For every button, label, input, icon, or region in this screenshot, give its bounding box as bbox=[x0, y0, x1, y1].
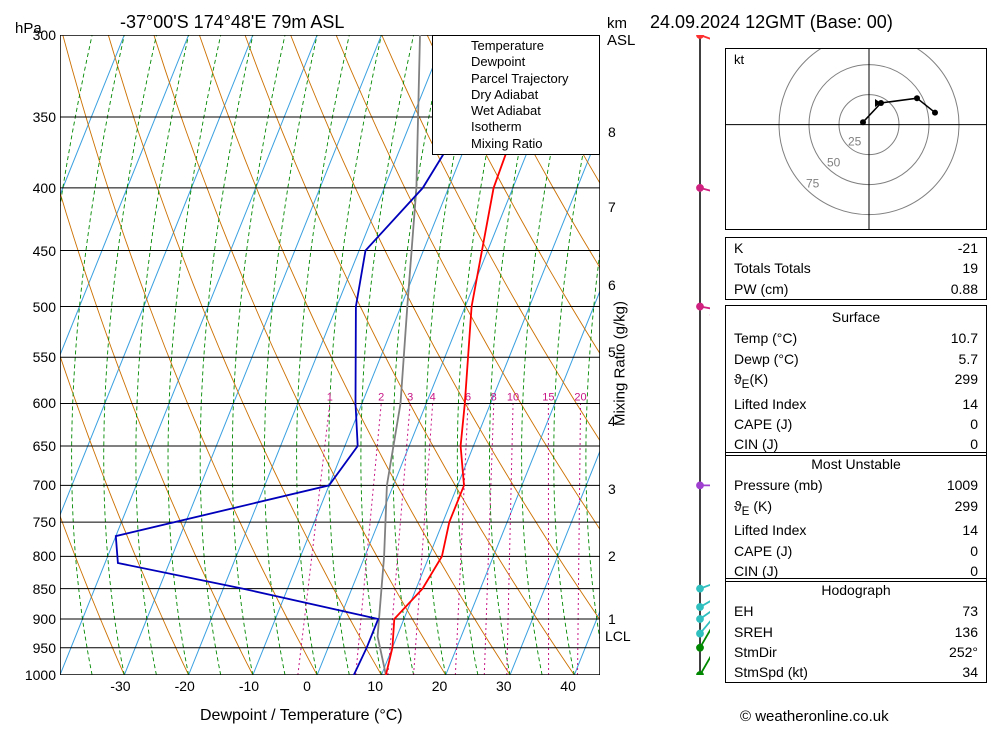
svg-text:25: 25 bbox=[848, 135, 862, 149]
table-label: ϑE (K) bbox=[734, 496, 928, 521]
table-label: Dewp (°C) bbox=[734, 349, 928, 369]
table-label: SREH bbox=[734, 622, 928, 642]
legend-label: Parcel Trajectory bbox=[471, 71, 569, 87]
table-value: 73 bbox=[928, 601, 978, 621]
table-row: CAPE (J) 0 bbox=[726, 541, 986, 561]
svg-text:50: 50 bbox=[827, 156, 841, 170]
table-row: EH 73 bbox=[726, 601, 986, 621]
table-label: CAPE (J) bbox=[734, 541, 928, 561]
legend-label: Temperature bbox=[471, 38, 544, 54]
legend-label: Isotherm bbox=[471, 119, 522, 135]
legend-label: Dry Adiabat bbox=[471, 87, 538, 103]
table-row: Pressure (mb) 1009 bbox=[726, 475, 986, 495]
location-title: -37°00'S 174°48'E 79m ASL bbox=[120, 12, 344, 33]
indices-table: K -21 Totals Totals 19 PW (cm) 0.88 bbox=[725, 237, 987, 300]
yaxis-right-label-line2: ASL bbox=[607, 32, 635, 49]
legend-row: Temperature bbox=[437, 38, 595, 54]
table-header: Surface bbox=[726, 306, 986, 328]
table-row: CAPE (J) 0 bbox=[726, 414, 986, 434]
table-value: 5.7 bbox=[928, 349, 978, 369]
svg-text:3: 3 bbox=[407, 391, 413, 403]
table-row: Totals Totals 19 bbox=[726, 258, 986, 278]
skewt-chart: 12346810152025 Temperature Dewpoint Parc… bbox=[60, 35, 600, 675]
legend-row: Dewpoint bbox=[437, 54, 595, 70]
datetime-title: 24.09.2024 12GMT (Base: 00) bbox=[650, 12, 893, 33]
svg-text:10: 10 bbox=[507, 391, 519, 403]
table-label: StmSpd (kt) bbox=[734, 662, 928, 682]
table-value: 0 bbox=[928, 541, 978, 561]
table-value: 0 bbox=[928, 414, 978, 434]
table-row: ϑE (K) 299 bbox=[726, 496, 986, 521]
table-label: Lifted Index bbox=[734, 520, 928, 540]
legend-row: Dry Adiabat bbox=[437, 87, 595, 103]
legend-label: Mixing Ratio bbox=[471, 136, 543, 152]
table-value: 299 bbox=[928, 369, 978, 394]
table-row: StmDir 252° bbox=[726, 642, 986, 662]
legend-label: Wet Adiabat bbox=[471, 103, 541, 119]
table-row: ϑE(K) 299 bbox=[726, 369, 986, 394]
legend-row: Wet Adiabat bbox=[437, 103, 595, 119]
table-value: 34 bbox=[928, 662, 978, 682]
table-label: CAPE (J) bbox=[734, 414, 928, 434]
most-unstable-table: Most Unstable Pressure (mb) 1009 ϑE (K) … bbox=[725, 452, 987, 582]
svg-text:75: 75 bbox=[806, 177, 820, 191]
table-row: K -21 bbox=[726, 238, 986, 258]
surface-table: Surface Temp (°C) 10.7 Dewp (°C) 5.7 ϑE(… bbox=[725, 305, 987, 456]
table-row: Temp (°C) 10.7 bbox=[726, 328, 986, 348]
table-label: K bbox=[734, 238, 928, 258]
table-label: Totals Totals bbox=[734, 258, 928, 278]
table-value: 136 bbox=[928, 622, 978, 642]
legend-row: Isotherm bbox=[437, 119, 595, 135]
table-header: Most Unstable bbox=[726, 453, 986, 475]
table-row: Lifted Index 14 bbox=[726, 520, 986, 540]
svg-text:8: 8 bbox=[491, 391, 497, 403]
table-value: 299 bbox=[928, 496, 978, 521]
table-row: StmSpd (kt) 34 bbox=[726, 662, 986, 682]
wind-barb-column bbox=[650, 35, 710, 675]
hodograph-unit-label: kt bbox=[734, 52, 744, 67]
hodograph-table: Hodograph EH 73 SREH 136 StmDir 252° Stm… bbox=[725, 578, 987, 683]
table-label: Lifted Index bbox=[734, 394, 928, 414]
legend-row: Mixing Ratio bbox=[437, 136, 595, 152]
table-label: EH bbox=[734, 601, 928, 621]
xaxis-label: Dewpoint / Temperature (°C) bbox=[200, 707, 403, 725]
table-value: 19 bbox=[928, 258, 978, 278]
svg-text:4: 4 bbox=[430, 391, 436, 403]
legend-row: Parcel Trajectory bbox=[437, 71, 595, 87]
table-label: Temp (°C) bbox=[734, 328, 928, 348]
table-label: StmDir bbox=[734, 642, 928, 662]
table-value: 14 bbox=[928, 520, 978, 540]
table-row: SREH 136 bbox=[726, 622, 986, 642]
hodograph-panel: kt 25 50 75 bbox=[725, 48, 987, 230]
svg-text:20: 20 bbox=[574, 391, 586, 403]
table-value: 14 bbox=[928, 394, 978, 414]
table-header: Hodograph bbox=[726, 579, 986, 601]
table-label: PW (cm) bbox=[734, 279, 928, 299]
table-value: 252° bbox=[928, 642, 978, 662]
svg-text:1: 1 bbox=[327, 391, 333, 403]
table-row: Dewp (°C) 5.7 bbox=[726, 349, 986, 369]
table-row: Lifted Index 14 bbox=[726, 394, 986, 414]
table-value: 10.7 bbox=[928, 328, 978, 348]
table-value: 1009 bbox=[928, 475, 978, 495]
legend-label: Dewpoint bbox=[471, 54, 525, 70]
table-value: 0.88 bbox=[928, 279, 978, 299]
mixing-ratio-axis-label: Mixing Ratio (g/kg) bbox=[612, 301, 629, 426]
legend: Temperature Dewpoint Parcel Trajectory D… bbox=[432, 35, 600, 155]
copyright-label: © weatheronline.co.uk bbox=[740, 708, 889, 725]
table-row: PW (cm) 0.88 bbox=[726, 279, 986, 299]
table-label: Pressure (mb) bbox=[734, 475, 928, 495]
yaxis-right-label-line1: km bbox=[607, 15, 627, 32]
svg-text:15: 15 bbox=[542, 391, 554, 403]
table-value: -21 bbox=[928, 238, 978, 258]
svg-text:2: 2 bbox=[378, 391, 384, 403]
table-label: ϑE(K) bbox=[734, 369, 928, 394]
